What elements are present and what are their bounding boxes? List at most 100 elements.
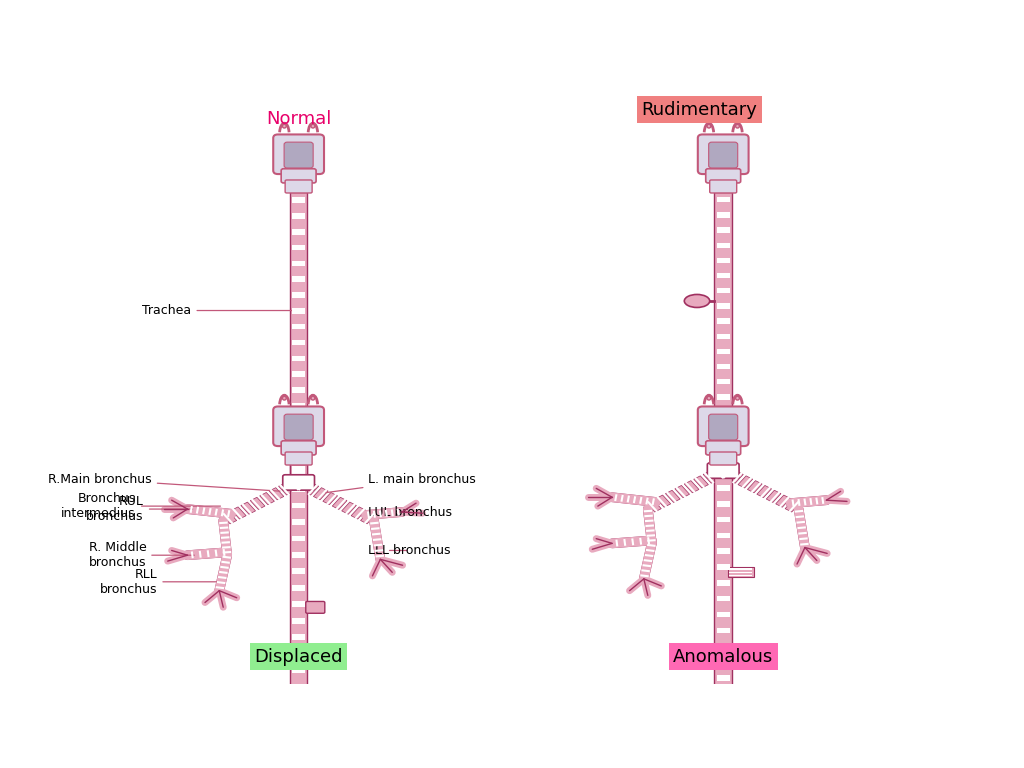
Bar <box>292 585 305 591</box>
Bar <box>292 451 305 456</box>
Bar <box>717 455 729 460</box>
Bar <box>717 258 729 263</box>
Bar <box>292 339 305 346</box>
FancyBboxPatch shape <box>285 452 312 465</box>
Text: L. main bronchus: L. main bronchus <box>326 473 476 493</box>
FancyArrow shape <box>675 485 689 498</box>
FancyArrow shape <box>719 750 734 762</box>
FancyBboxPatch shape <box>273 406 324 446</box>
FancyArrow shape <box>231 507 246 519</box>
Bar <box>292 519 305 525</box>
FancyBboxPatch shape <box>306 601 325 614</box>
Ellipse shape <box>283 396 287 400</box>
FancyArrow shape <box>288 762 303 768</box>
Bar <box>717 243 729 248</box>
Bar <box>717 627 729 633</box>
Bar <box>717 596 729 601</box>
FancyBboxPatch shape <box>706 441 740 455</box>
Bar <box>717 501 729 507</box>
Bar <box>729 571 752 573</box>
Bar <box>717 288 729 293</box>
Text: R. Middle
bronchus: R. Middle bronchus <box>88 541 195 569</box>
Ellipse shape <box>735 396 739 400</box>
Bar <box>292 650 305 657</box>
FancyArrow shape <box>776 495 791 507</box>
FancyArrow shape <box>766 490 781 502</box>
FancyArrow shape <box>304 766 318 768</box>
FancyArrow shape <box>785 500 800 512</box>
Text: LUL bronchus: LUL bronchus <box>369 505 453 518</box>
Bar <box>717 612 729 617</box>
FancyArrow shape <box>313 488 328 500</box>
Text: Trachea: Trachea <box>142 304 304 317</box>
FancyArrow shape <box>703 755 718 767</box>
Bar <box>717 303 729 309</box>
Ellipse shape <box>311 124 314 128</box>
FancyArrow shape <box>693 476 709 488</box>
FancyArrow shape <box>295 478 309 490</box>
Bar <box>292 634 305 640</box>
Bar <box>717 564 729 570</box>
Text: Bronchus
intermedius: Bronchus intermedius <box>61 492 220 520</box>
FancyBboxPatch shape <box>290 192 307 476</box>
Bar <box>717 212 729 217</box>
Ellipse shape <box>283 124 287 128</box>
Bar <box>292 601 305 607</box>
Bar <box>292 502 305 508</box>
FancyArrow shape <box>295 762 309 768</box>
Bar <box>717 691 729 697</box>
Ellipse shape <box>707 124 711 128</box>
Bar <box>717 349 729 354</box>
FancyArrow shape <box>666 490 680 502</box>
FancyArrow shape <box>360 511 375 524</box>
Bar <box>729 574 752 576</box>
FancyBboxPatch shape <box>710 452 736 465</box>
FancyBboxPatch shape <box>710 180 736 193</box>
FancyArrow shape <box>646 500 662 512</box>
Bar <box>717 580 729 586</box>
Bar <box>292 684 305 690</box>
Bar <box>292 324 305 329</box>
Text: RLL
bronchus: RLL bronchus <box>100 568 216 596</box>
FancyBboxPatch shape <box>709 414 737 440</box>
FancyArrow shape <box>684 481 699 493</box>
Bar <box>717 707 729 712</box>
FancyArrow shape <box>738 476 753 488</box>
Bar <box>729 568 752 570</box>
Bar <box>292 387 305 392</box>
Bar <box>292 403 305 409</box>
Bar <box>717 409 729 415</box>
Bar <box>717 425 729 430</box>
FancyBboxPatch shape <box>715 192 732 465</box>
Bar <box>292 214 305 219</box>
Bar <box>292 419 305 425</box>
FancyArrow shape <box>703 471 718 483</box>
FancyArrow shape <box>279 766 293 768</box>
Bar <box>292 535 305 541</box>
Bar <box>292 293 305 298</box>
FancyArrow shape <box>757 485 771 498</box>
Bar <box>292 618 305 624</box>
Bar <box>292 667 305 673</box>
Bar <box>717 394 729 399</box>
FancyBboxPatch shape <box>715 464 732 749</box>
Bar <box>717 548 729 554</box>
FancyBboxPatch shape <box>708 463 739 478</box>
FancyArrow shape <box>738 760 753 768</box>
FancyBboxPatch shape <box>708 746 739 762</box>
Ellipse shape <box>311 396 314 400</box>
Bar <box>292 717 305 723</box>
Bar <box>292 466 305 472</box>
Bar <box>717 440 729 445</box>
FancyArrow shape <box>713 750 727 762</box>
Text: Anomalous: Anomalous <box>673 648 773 666</box>
FancyBboxPatch shape <box>283 759 314 768</box>
Bar <box>292 700 305 706</box>
FancyArrow shape <box>729 755 743 767</box>
FancyBboxPatch shape <box>282 441 316 455</box>
FancyArrow shape <box>748 481 762 493</box>
FancyArrow shape <box>713 466 727 478</box>
Bar <box>292 469 305 475</box>
FancyBboxPatch shape <box>273 134 324 174</box>
Bar <box>717 675 729 680</box>
